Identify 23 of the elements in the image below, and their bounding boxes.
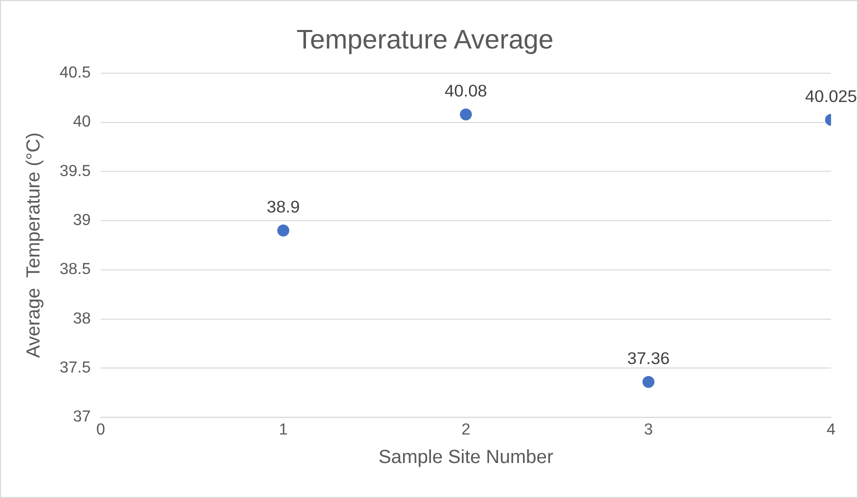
- chart-title: Temperature Average: [296, 24, 554, 54]
- y-tick-label: 38.5: [60, 261, 91, 278]
- data-label: 37.36: [627, 349, 670, 368]
- x-tick-label: 2: [461, 421, 470, 438]
- x-tick-label: 3: [644, 421, 654, 438]
- point: [642, 376, 654, 388]
- x-tick-label: 4: [826, 421, 836, 438]
- y-tick-label: 38: [72, 310, 91, 328]
- x-tick-label: 0: [96, 421, 106, 438]
- y-tick-label: 39: [72, 212, 91, 230]
- y-tick-label: 37: [72, 408, 91, 426]
- point: [277, 224, 290, 236]
- y-tick-label: 39.5: [60, 162, 91, 180]
- y-axis-title: Average Temperature (°C): [24, 132, 45, 358]
- x-tick-label: 1: [278, 421, 288, 438]
- point: [460, 108, 472, 120]
- data-label: 38.9: [266, 198, 300, 217]
- data-label: 40.025: [805, 87, 857, 106]
- y-tick-label: 40.5: [60, 64, 91, 82]
- y-tick-label: 40: [72, 114, 91, 131]
- data-label: 40.08: [444, 82, 488, 101]
- x-axis-title: Sample Site Number: [378, 446, 554, 468]
- y-tick-label: 37.5: [60, 360, 91, 377]
